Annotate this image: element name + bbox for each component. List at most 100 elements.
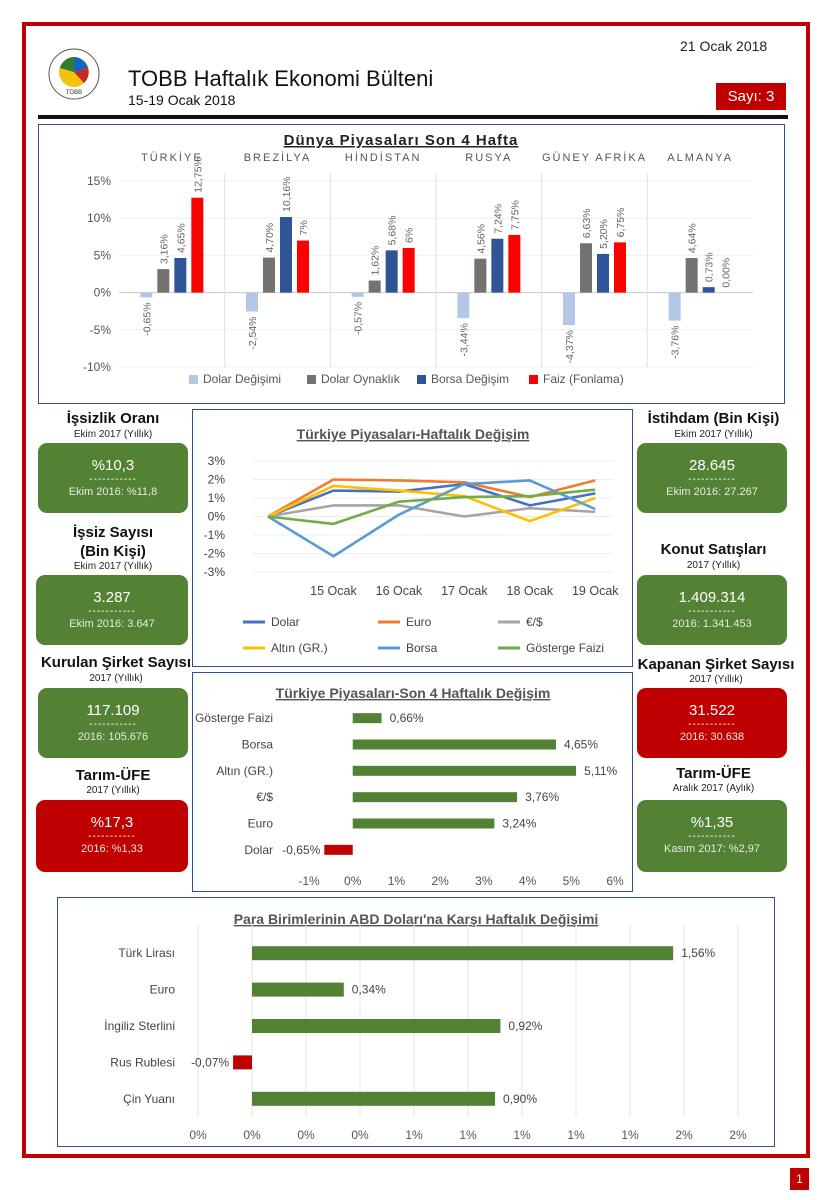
card-divider: -----------: [89, 719, 137, 730]
card-previous: 2016: 1.341.453: [672, 618, 752, 630]
chart-title: Türkiye Piyasaları-Haftalık Değişim: [297, 426, 530, 442]
weekly-change-panel: Türkiye Piyasaları-Haftalık Değişim 3% 2% 1…: [192, 409, 633, 667]
agri-ppi-annual-sub: 2017 (Yıllık): [86, 785, 140, 796]
category-label: RUSYA: [465, 152, 512, 164]
legend-swatch: [529, 375, 538, 384]
legend-label: Dolar Değişimi: [203, 372, 281, 386]
bar: [702, 287, 715, 293]
y-tick-label: -3%: [204, 565, 226, 579]
bar: [402, 247, 415, 293]
data-label: -0,57%: [353, 302, 365, 335]
card-value: 31.522: [689, 702, 735, 719]
card-previous: 2016: 105.676: [77, 731, 149, 743]
bar: [280, 217, 292, 293]
bar: [191, 197, 204, 293]
card-divider: -----------: [688, 831, 736, 842]
card-value: 117.109: [86, 702, 140, 719]
category-label: HİNDİSTAN: [345, 151, 421, 164]
data-label: 0,90%: [503, 1092, 537, 1106]
four-week-chart: Türkiye Piyasaları-Son 4 Haftalık Değişi…: [195, 685, 624, 888]
bar: [252, 946, 674, 961]
card-divider: -----------: [88, 831, 136, 842]
housing-sales-card: 1.409.314 ----------- 2016: 1.341.453: [637, 575, 787, 645]
x-tick-label: 1%: [621, 1128, 639, 1142]
data-label: 6,75%: [615, 208, 627, 238]
category-label: Gösterge Faizi: [195, 711, 273, 725]
y-tick-label: -1%: [204, 528, 226, 542]
card-divider: -----------: [688, 606, 736, 617]
card-previous: Ekim 2016: 27.267: [666, 486, 758, 498]
data-label: 6%: [404, 228, 416, 243]
y-tick-label: 15%: [87, 174, 111, 188]
data-label: 1,56%: [681, 946, 715, 960]
bulletin-title: TOBB Haftalık Ekonomi Bülteni: [128, 66, 434, 91]
card-value: %10,3: [91, 457, 135, 474]
category-label: Çin Yuanı: [123, 1092, 175, 1106]
unemployed-count-title: İşsiz Sayısı (Bin Kişi): [38, 523, 188, 561]
bar: [385, 250, 398, 293]
legend-label: Gösterge Faizi: [526, 641, 604, 655]
y-tick-label: 0%: [208, 510, 226, 524]
legend-label: Dolar: [271, 615, 300, 629]
x-tick-label: 0%: [351, 1128, 369, 1142]
legend-swatch: [189, 375, 198, 384]
data-label: 4,65%: [175, 223, 187, 253]
data-label: 0,66%: [390, 711, 424, 725]
data-label: 4,64%: [687, 223, 699, 253]
data-label: -3,44%: [458, 323, 470, 356]
bar: [233, 1055, 252, 1070]
card-value: %1,35: [690, 814, 734, 831]
x-tick-label: 0%: [243, 1128, 261, 1142]
agri-ppi-annual-title: Tarım-ÜFE: [75, 767, 151, 784]
category-label: Borsa: [242, 738, 274, 752]
x-tick-label: 6%: [606, 874, 624, 888]
weekly-change-chart: Türkiye Piyasaları-Haftalık Değişim 3% 2% 1…: [204, 426, 620, 655]
data-label: 0,00%: [721, 258, 733, 288]
card-previous: 2016: 30.638: [679, 731, 745, 743]
bar: [668, 292, 681, 321]
bar: [252, 982, 344, 997]
category-label: ALMANYA: [667, 152, 733, 164]
bar: [352, 792, 518, 803]
data-label: 6,63%: [581, 208, 593, 238]
x-tick-label: 1%: [567, 1128, 585, 1142]
legend-label: Altın (GR.): [271, 641, 328, 655]
card-value: %17,3: [90, 814, 134, 831]
card-value: 1.409.314: [678, 589, 746, 606]
y-tick-label: 0%: [94, 286, 112, 300]
card-previous: 2016: %1,33: [81, 843, 143, 855]
x-tick-label: 19 Ocak: [572, 584, 619, 598]
bar: [140, 292, 153, 298]
bar: [157, 269, 170, 293]
x-tick-label: 1%: [388, 874, 406, 888]
category-label: Altın (GR.): [216, 764, 273, 778]
issue-badge: Sayı: 3: [716, 83, 786, 110]
data-label: 3,76%: [525, 790, 559, 804]
data-label: 4,70%: [264, 223, 276, 253]
card-previous: Ekim 2016: 3.647: [69, 618, 155, 630]
card-previous: Kasım 2017: %2,97: [663, 843, 760, 855]
companies-founded-card: 117.109 ----------- 2016: 105.676: [38, 688, 188, 758]
unemployment-rate-card: %10,3 ----------- Ekim 2016: %11,8: [38, 443, 188, 513]
bar: [491, 238, 504, 293]
x-tick-label: 4%: [519, 874, 537, 888]
currency-panel: Para Birimlerinin ABD Doları'na Karşı Ha…: [57, 897, 775, 1147]
data-label: 4,65%: [564, 738, 598, 752]
legend-label: Euro: [406, 615, 432, 629]
companies-founded-title: Kurulan Şirket Sayısı: [40, 654, 192, 671]
employment-title: İstihdam (Bin Kişi): [647, 410, 780, 427]
legend-label: Borsa: [406, 641, 438, 655]
companies-closed-title: Kapanan Şirket Sayısı: [637, 656, 795, 673]
data-label: 7,75%: [509, 200, 521, 230]
series-line: [267, 482, 596, 518]
chart-title: Dünya Piyasaları Son 4 Hafta: [284, 132, 519, 149]
agri-ppi-monthly-title: Tarım-ÜFE: [676, 765, 751, 782]
card-previous: Ekim 2016: %11,8: [68, 486, 158, 498]
bar: [352, 818, 495, 829]
legend-swatch: [417, 375, 426, 384]
data-label: 12,75%: [192, 157, 204, 193]
unemployment-rate-sub: Ekim 2017 (Yıllık): [73, 429, 153, 440]
category-label: Dolar: [244, 843, 273, 857]
card-divider: -----------: [688, 474, 736, 485]
y-tick-label: 10%: [87, 211, 111, 225]
